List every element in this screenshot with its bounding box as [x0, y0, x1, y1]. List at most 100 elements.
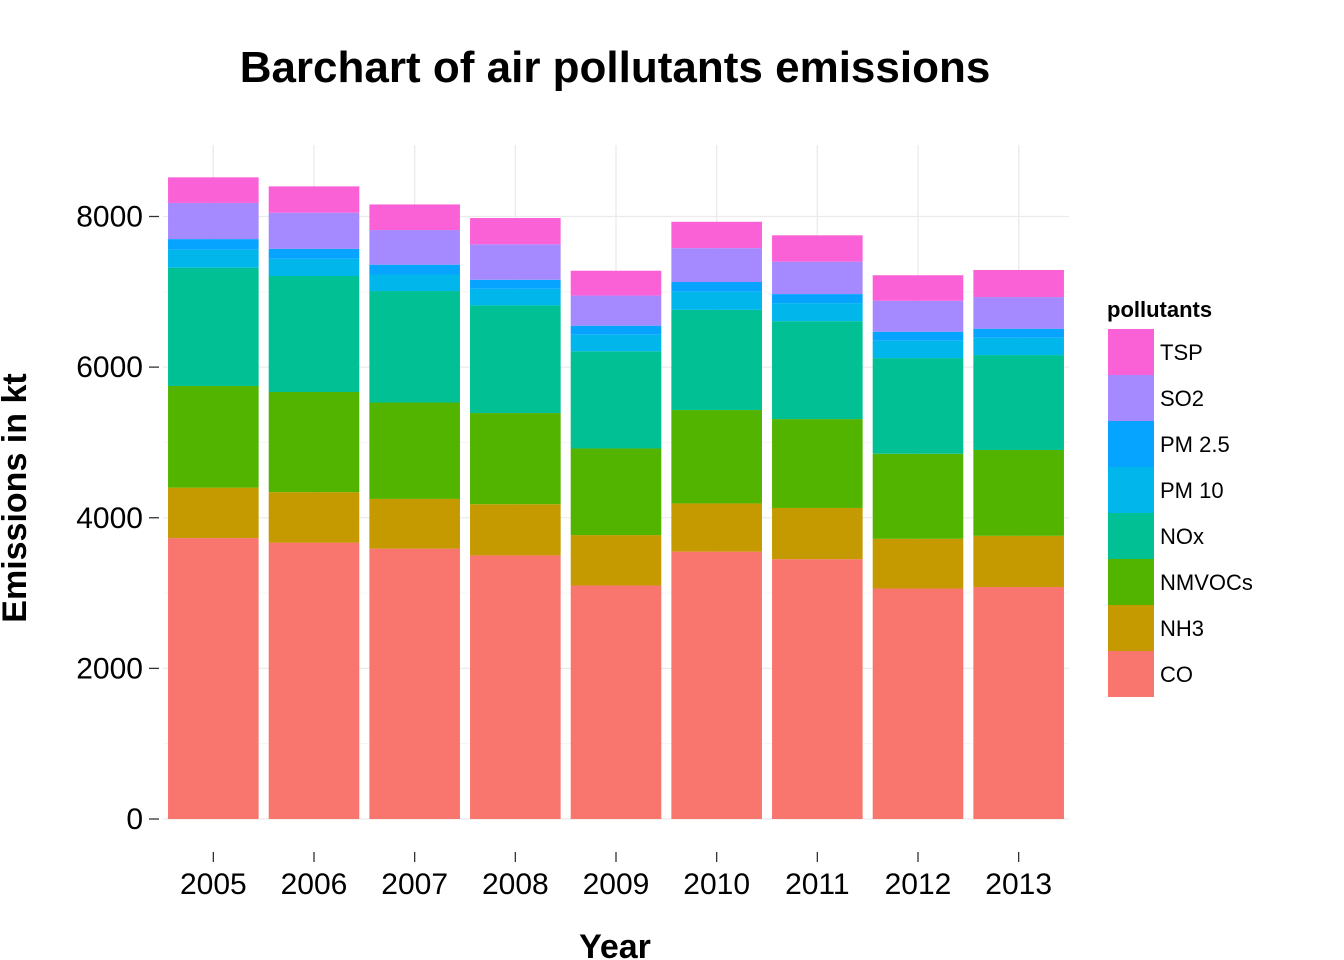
bar-nh3-2007: [369, 498, 460, 549]
bar-tsp-2009: [570, 270, 662, 296]
bar-so2-2010: [671, 248, 762, 283]
bar-pm-2.5-2006: [268, 248, 360, 259]
y-tick-label: 8000: [76, 201, 143, 234]
bar-co-2007: [369, 548, 460, 819]
bar-so2-2013: [973, 297, 1064, 329]
bar-so2-2006: [268, 212, 360, 249]
bar-so2-2012: [872, 300, 964, 332]
legend-item-tsp: TSP: [1108, 329, 1203, 375]
bar-nh3-2006: [268, 492, 360, 543]
bar-nh3-2012: [872, 538, 964, 589]
legend-item-nh3: NH3: [1108, 605, 1204, 651]
legend-label: TSP: [1160, 340, 1203, 365]
x-tick-label: 2007: [381, 868, 448, 901]
legend-item-nox: NOx: [1108, 513, 1204, 559]
bar-co-2010: [671, 551, 762, 819]
x-tick-label: 2013: [985, 868, 1052, 901]
bar-nmvocs-2013: [973, 449, 1064, 536]
bar-pm-10-2012: [872, 340, 964, 359]
legend-label: NOx: [1160, 524, 1204, 549]
bar-nmvocs-2011: [772, 419, 863, 508]
x-axis-title: Year: [579, 928, 651, 960]
bar-pm-2.5-2012: [872, 331, 964, 341]
bar-nox-2006: [268, 275, 360, 392]
x-tick-label: 2009: [583, 868, 650, 901]
bar-co-2013: [973, 587, 1064, 819]
x-tick-label: 2010: [683, 868, 750, 901]
bar-pm-2.5-2005: [168, 239, 259, 250]
bar-stack-2005: [168, 177, 259, 819]
bar-stack-2010: [671, 221, 762, 819]
legend-label: SO2: [1160, 386, 1204, 411]
bar-so2-2008: [470, 244, 561, 280]
y-tick-label: 0: [126, 803, 143, 836]
bar-co-2008: [470, 555, 561, 819]
bar-nmvocs-2009: [570, 448, 662, 536]
bar-nmvocs-2012: [872, 453, 964, 539]
bar-stack-2011: [772, 235, 863, 819]
bar-nh3-2009: [570, 535, 662, 586]
bar-nox-2005: [168, 267, 259, 386]
bar-pm-10-2005: [168, 249, 259, 268]
bar-nh3-2008: [470, 504, 561, 556]
bar-nh3-2010: [671, 503, 762, 552]
bar-nox-2012: [872, 358, 964, 454]
bar-so2-2009: [570, 295, 662, 326]
bar-pm-10-2007: [369, 274, 460, 292]
bar-so2-2007: [369, 230, 460, 265]
bar-stack-2013: [973, 269, 1064, 819]
x-tick-label: 2006: [281, 868, 348, 901]
bar-stack-2012: [872, 275, 964, 819]
bar-pm-10-2009: [570, 334, 662, 352]
legend-key: [1108, 651, 1154, 697]
bar-nmvocs-2006: [268, 391, 360, 493]
x-tick-label: 2011: [785, 868, 850, 901]
bar-pm-10-2011: [772, 303, 863, 322]
bar-pm-10-2008: [470, 288, 561, 306]
bar-co-2006: [268, 542, 360, 819]
x-tick-label: 2008: [482, 868, 549, 901]
legend-item-nmvocs: NMVOCs: [1108, 559, 1253, 605]
bar-pm-10-2006: [268, 258, 360, 276]
legend-key: [1108, 375, 1154, 421]
y-axis: 0 2000 4000 6000 8000: [76, 201, 159, 836]
bar-tsp-2012: [872, 275, 964, 301]
bar-co-2012: [872, 588, 964, 819]
legend-key: [1108, 513, 1154, 559]
bar-pm-2.5-2009: [570, 325, 662, 335]
bar-nmvocs-2005: [168, 385, 259, 488]
bar-co-2011: [772, 559, 863, 819]
x-tick-label: 2005: [180, 868, 247, 901]
bar-stack-2007: [369, 204, 460, 819]
bar-nh3-2013: [973, 535, 1064, 588]
bar-pm-2.5-2007: [369, 264, 460, 275]
bar-pm-2.5-2010: [671, 282, 762, 292]
y-axis-title: Emissions in kt: [0, 373, 34, 622]
legend-label: NMVOCs: [1160, 570, 1253, 595]
bar-co-2009: [570, 585, 662, 819]
legend-item-pm-2.5: PM 2.5: [1108, 421, 1230, 467]
bar-so2-2005: [168, 202, 259, 240]
bar-co-2005: [168, 538, 259, 819]
legend-item-pm-10: PM 10: [1108, 467, 1224, 513]
bar-nox-2007: [369, 291, 460, 403]
bar-nmvocs-2008: [470, 413, 561, 505]
bar-nh3-2005: [168, 487, 259, 539]
legend-item-co: CO: [1108, 651, 1193, 697]
bar-pm-2.5-2013: [973, 328, 1064, 338]
bar-tsp-2010: [671, 221, 762, 249]
legend-key: [1108, 421, 1154, 467]
bar-nox-2011: [772, 321, 863, 420]
legend-key: [1108, 605, 1154, 651]
x-axis: 2005 2006 2007 2008 2009 2010 2011 2012 2013: [180, 852, 1052, 901]
y-tick-label: 4000: [76, 502, 143, 535]
legend-label: NH3: [1160, 616, 1204, 641]
bar-pm-10-2010: [671, 291, 762, 310]
bar-stack-2008: [470, 218, 561, 819]
bar-pm-2.5-2011: [772, 294, 863, 304]
bar-stack-2006: [268, 186, 360, 819]
legend-key: [1108, 559, 1154, 605]
bar-tsp-2007: [369, 204, 460, 231]
bar-nmvocs-2010: [671, 410, 762, 504]
bar-tsp-2008: [470, 218, 561, 245]
